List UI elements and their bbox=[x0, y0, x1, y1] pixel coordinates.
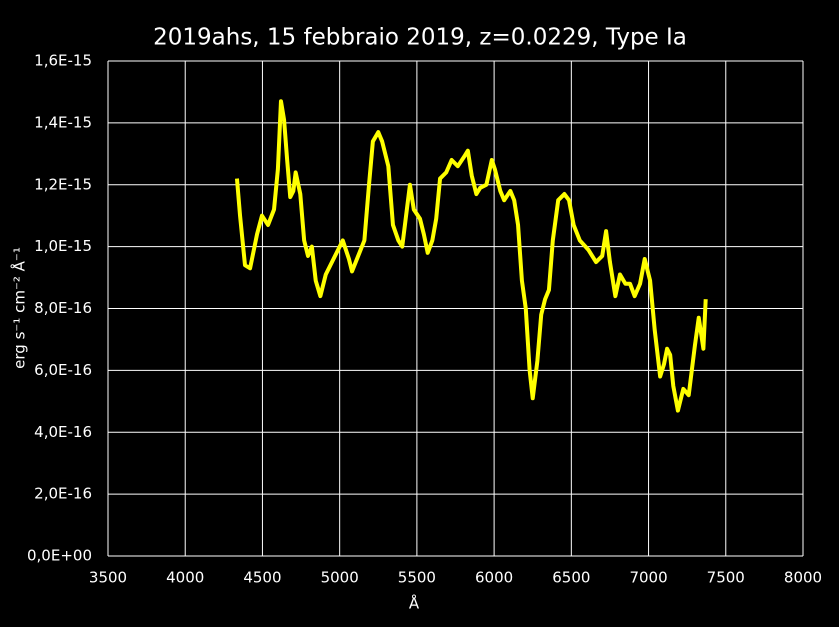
y-tick-label: 4,0E-16 bbox=[34, 423, 92, 441]
x-tick-label: 7500 bbox=[707, 569, 745, 587]
x-tick-label: 4500 bbox=[243, 569, 281, 587]
x-axis-label: Å bbox=[409, 594, 420, 613]
spectrum-line bbox=[234, 99, 708, 413]
y-tick-label: 1,6E-15 bbox=[34, 52, 92, 70]
x-tick-label: 5000 bbox=[321, 569, 359, 587]
x-tick-label: 6500 bbox=[552, 569, 590, 587]
y-tick-label: 1,4E-15 bbox=[34, 113, 92, 131]
y-tick-label: 6,0E-16 bbox=[34, 361, 92, 379]
x-tick-label: 7000 bbox=[629, 569, 667, 587]
y-tick-label: 1,0E-15 bbox=[34, 237, 92, 255]
y-tick-label: 1,2E-15 bbox=[34, 175, 92, 193]
x-tick-label: 3500 bbox=[89, 569, 127, 587]
y-tick-label: 0,0E+00 bbox=[27, 547, 92, 565]
x-tick-label: 4000 bbox=[166, 569, 204, 587]
y-tick-label: 2,0E-16 bbox=[34, 485, 92, 503]
x-tick-label: 5500 bbox=[398, 569, 436, 587]
chart-title: 2019ahs, 15 febbraio 2019, z=0.0229, Typ… bbox=[153, 25, 687, 51]
x-tick-label: 6000 bbox=[475, 569, 513, 587]
y-tick-label: 8,0E-16 bbox=[34, 299, 92, 317]
y-axis-label: erg s⁻¹ cm⁻² Å⁻¹ bbox=[10, 247, 29, 369]
x-tick-label: 8000 bbox=[784, 569, 822, 587]
